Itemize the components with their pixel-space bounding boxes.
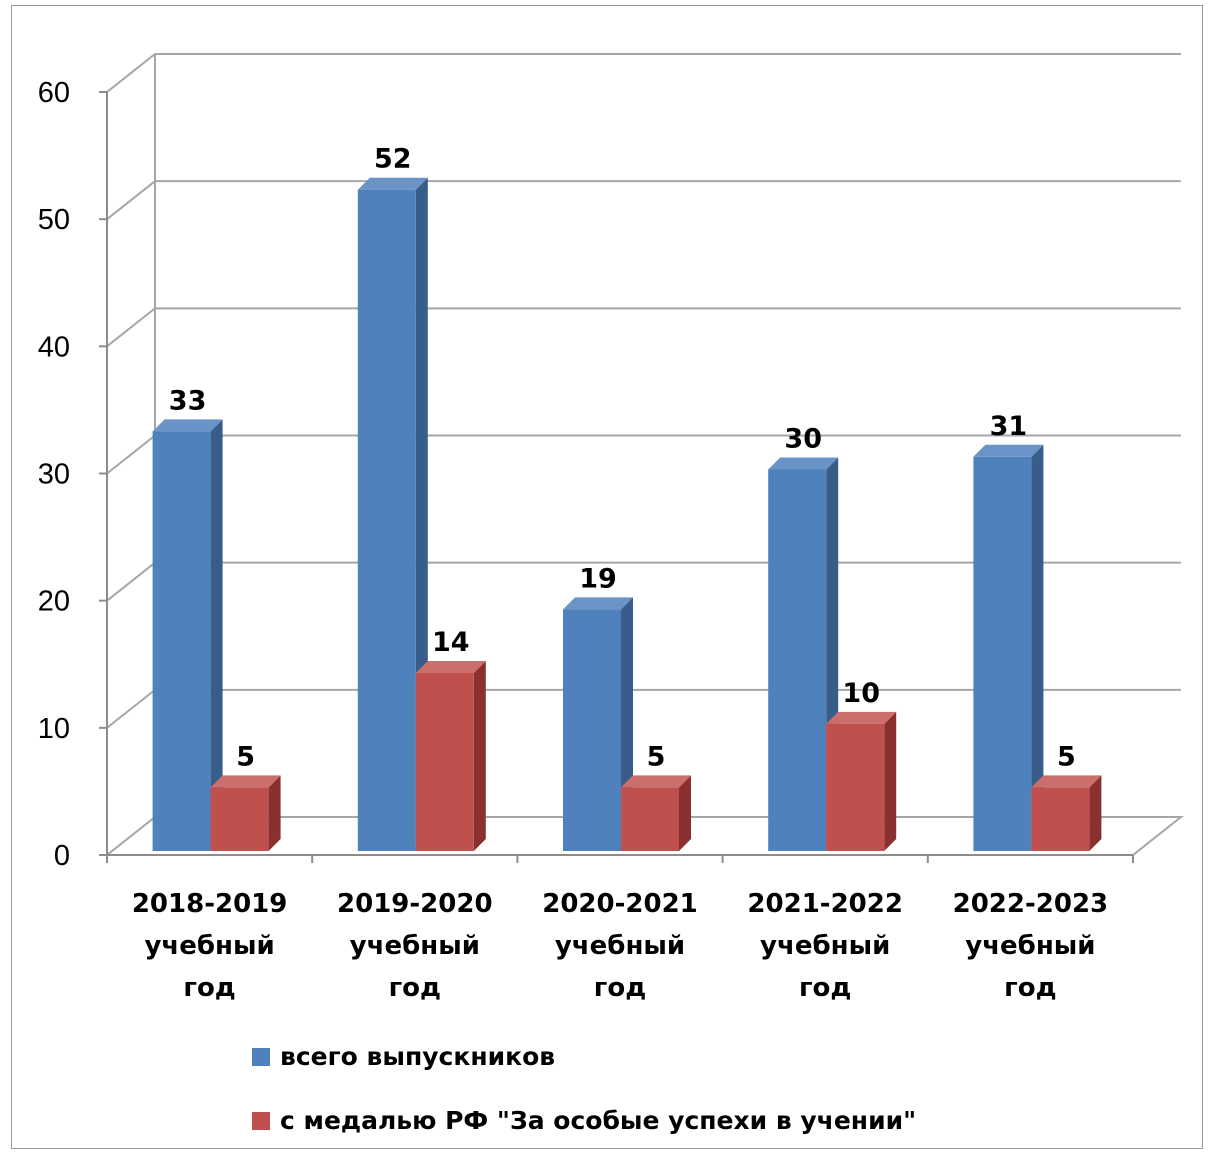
bar-medal — [415, 660, 486, 851]
bar-medal — [1031, 775, 1102, 851]
x-category-label: 2019-2020 учебный год — [337, 889, 493, 1003]
legend-item-total: всего выпускников — [252, 1042, 555, 1071]
y-tick-label: 30 — [38, 459, 70, 491]
gridline — [106, 180, 1181, 220]
y-tick-label: 20 — [38, 586, 70, 618]
y-tick-label: 60 — [38, 77, 70, 109]
bar-total — [973, 444, 1044, 851]
legend-swatch-total — [252, 1047, 270, 1066]
x-category-label: 2021-2022 учебный год — [747, 889, 903, 1003]
bar-medal — [621, 775, 691, 851]
bar-total — [563, 597, 633, 851]
x-category-label: 2020-2021 учебный год — [542, 889, 698, 1003]
data-label: 52 — [374, 144, 412, 175]
bar-total — [152, 419, 223, 851]
y-tick-label: 0 — [54, 840, 70, 872]
data-label: 14 — [432, 627, 470, 658]
data-label: 5 — [236, 741, 255, 772]
y-tick-label: 50 — [38, 204, 70, 236]
y-tick-label: 40 — [38, 331, 70, 363]
legend-label-medal: с медалью РФ "За особые успехи в учении" — [280, 1106, 917, 1135]
data-label: 10 — [842, 678, 880, 709]
data-label: 5 — [647, 741, 666, 772]
bar-medal — [826, 711, 897, 851]
bar-medal — [210, 775, 281, 851]
data-label: 30 — [784, 424, 822, 455]
data-label: 31 — [990, 411, 1028, 442]
gridline — [106, 307, 1181, 348]
gridline — [106, 53, 1181, 93]
y-tick-label: 10 — [38, 713, 70, 745]
data-label: 33 — [169, 385, 207, 416]
legend-swatch-medal — [252, 1111, 270, 1130]
legend-label-total: всего выпускников — [280, 1042, 556, 1071]
data-label: 19 — [579, 563, 617, 594]
x-category-label: 2022-2023 учебный год — [953, 889, 1109, 1003]
legend-item-medal: с медалью РФ "За особые успехи в учении" — [252, 1106, 916, 1135]
data-label: 5 — [1057, 741, 1076, 772]
x-category-label: 2018-2019 учебный год — [132, 889, 288, 1003]
